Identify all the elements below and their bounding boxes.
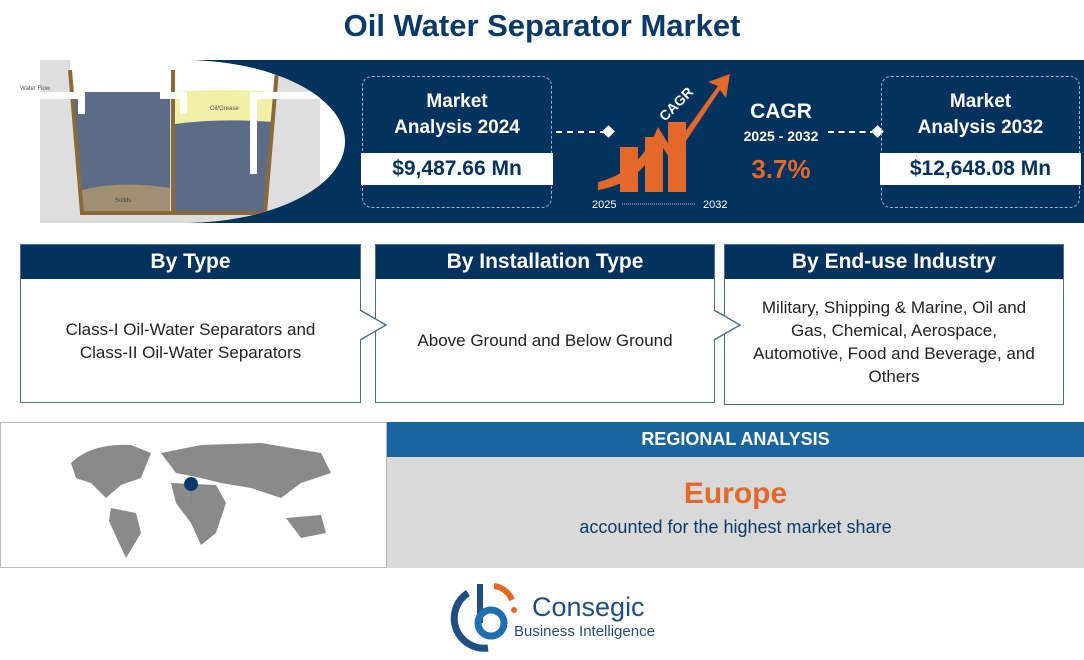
market-2024-value: $9,487.66 Mn: [361, 153, 553, 185]
market-2032-value: $12,648.08 Mn: [880, 153, 1081, 185]
segment-header: By End-use Industry: [725, 245, 1063, 279]
market-2024-label: Market Analysis 2024: [394, 91, 520, 138]
cagr-growth-icon: CAGR 2025 2032: [592, 74, 730, 211]
segment-body: Military, Shipping & Marine, Oil and Gas…: [753, 297, 1035, 386]
connector: [556, 131, 606, 133]
segment-header: By Type: [21, 245, 360, 279]
region-name: Europe: [683, 477, 788, 510]
regional-header: REGIONAL ANALYSIS: [387, 422, 1084, 457]
cagr-axis-start: 2025: [592, 199, 616, 211]
regional-body: Europe accounted for the highest market …: [387, 457, 1084, 568]
water-flow-label: Water Flow: [20, 86, 51, 92]
cagr-arrow-label: CAGR: [656, 84, 696, 124]
location-pin-icon: [184, 477, 199, 507]
solids-label: Solids: [115, 198, 131, 204]
arrow-connector: [359, 309, 388, 341]
segment-body: Class-I Oil-Water Separators and Class-I…: [65, 319, 316, 362]
logo-name: Consegic: [532, 592, 645, 622]
cagr-value: 3.7%: [751, 154, 811, 184]
segment-end-use: By End-use Industry Military, Shipping &…: [724, 244, 1064, 405]
logo-mark-icon: [450, 583, 517, 652]
connector: [828, 131, 876, 133]
oil-grease-label: Oil/Grease: [210, 106, 239, 112]
page-title: Oil Water Separator Market: [343, 8, 741, 43]
cagr-period: 2025 - 2032: [743, 128, 819, 144]
cagr-title: CAGR: [750, 100, 812, 123]
consegic-logo: Consegic Business Intelligence: [448, 578, 668, 652]
segment-header: By Installation Type: [376, 245, 714, 279]
market-2032-card: Market Analysis 2032 $12,648.08 Mn: [880, 76, 1081, 208]
world-map: [0, 422, 387, 568]
segment-type: By Type Class-I Oil-Water Separators and…: [20, 244, 361, 403]
world-map-icon: [71, 443, 331, 558]
region-text: accounted for the highest market share: [579, 517, 892, 537]
separator-diagram: Water Flow Oil/Grease Solids: [20, 60, 345, 223]
cagr-block: CAGR 2025 - 2032 3.7%: [735, 100, 827, 185]
segment-installation: By Installation Type Above Ground and Be…: [375, 244, 715, 403]
arrow-connector: [713, 309, 742, 341]
segment-body: Above Ground and Below Ground: [417, 331, 673, 350]
market-2032-label: Market Analysis 2032: [917, 91, 1044, 138]
cagr-axis-end: 2032: [703, 199, 727, 211]
market-2024-card: Market Analysis 2024 $9,487.66 Mn: [361, 76, 553, 208]
logo-tagline: Business Intelligence: [514, 623, 655, 640]
